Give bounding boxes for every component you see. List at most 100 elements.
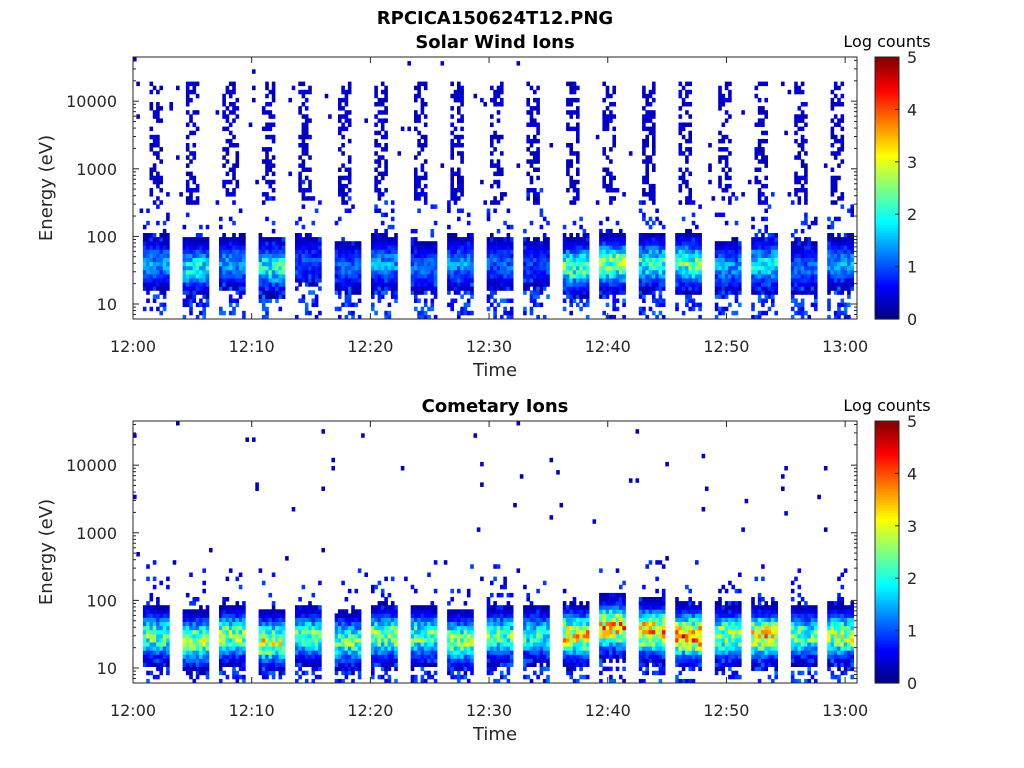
heatmap-cell	[658, 282, 663, 287]
heatmap-cell	[192, 269, 197, 275]
heatmap-cell	[417, 310, 421, 316]
heatmap-cell	[642, 306, 646, 312]
heatmap-cell	[271, 650, 276, 655]
heatmap-cell	[655, 286, 659, 291]
heatmap-cell	[156, 597, 160, 602]
heatmap-cell	[830, 118, 835, 123]
heatmap-cell	[189, 253, 193, 258]
heatmap-cell	[338, 118, 342, 123]
heatmap-cell	[827, 241, 831, 246]
heatmap-cell	[681, 269, 686, 275]
heatmap-cell	[311, 670, 316, 676]
heatmap-cell	[827, 306, 831, 312]
heatmap-cell	[804, 269, 808, 275]
heatmap-cell	[341, 302, 345, 308]
heatmap-cell	[529, 179, 534, 185]
heatmap-cell	[685, 147, 689, 152]
heatmap-cell	[638, 306, 643, 312]
heatmap-cell	[450, 196, 454, 201]
heatmap-cell	[278, 294, 283, 299]
heatmap-cell	[242, 642, 246, 647]
heatmap-cell	[351, 662, 355, 667]
heatmap-cell	[321, 547, 325, 553]
heatmap-cell	[685, 245, 689, 250]
heatmap-cell	[258, 265, 263, 271]
heatmap-cell	[235, 290, 240, 295]
heatmap-cell	[529, 118, 534, 123]
heatmap-cell	[724, 294, 729, 299]
heatmap-cell	[192, 638, 197, 643]
heatmap-cell	[304, 625, 309, 631]
heatmap-cell	[235, 605, 240, 610]
heatmap-cell	[338, 106, 342, 111]
heatmap-cell	[189, 261, 193, 267]
heatmap-cell	[652, 89, 656, 95]
heatmap-cell	[205, 658, 210, 663]
heatmap-cell	[724, 257, 729, 263]
heatmap-cell	[569, 114, 573, 119]
heatmap-cell	[301, 192, 306, 197]
heatmap-cell	[182, 286, 187, 291]
heatmap-cell	[199, 274, 203, 279]
heatmap-cell	[493, 298, 497, 303]
heatmap-cell	[371, 642, 375, 647]
heatmap-cell	[460, 286, 464, 291]
heatmap-cell	[767, 237, 772, 242]
heatmap-cell	[209, 547, 213, 553]
heatmap-cell	[797, 257, 802, 263]
heatmap-cell	[542, 241, 547, 246]
heatmap-cell	[585, 298, 590, 303]
heatmap-cell	[490, 261, 494, 267]
heatmap-cell	[417, 93, 421, 99]
heatmap-cell	[688, 261, 692, 267]
heatmap-cell	[529, 188, 534, 193]
heatmap-cell	[410, 237, 415, 242]
heatmap-cell	[688, 253, 692, 258]
heatmap-cell	[152, 646, 157, 651]
heatmap-cell	[232, 134, 236, 140]
heatmap-cell	[447, 204, 451, 209]
heatmap-cell	[261, 658, 266, 663]
heatmap-cell	[357, 282, 362, 287]
heatmap-cell	[271, 605, 276, 610]
heatmap-cell	[252, 97, 256, 103]
heatmap-cell	[261, 265, 266, 271]
heatmap-cell	[156, 269, 160, 275]
heatmap-cell	[658, 253, 663, 258]
heatmap-cell	[298, 654, 302, 659]
heatmap-cell	[314, 249, 319, 254]
heatmap-cell	[152, 237, 157, 242]
heatmap-cell	[232, 274, 236, 279]
heatmap-cell	[219, 237, 223, 242]
heatmap-cell	[199, 642, 203, 647]
heatmap-cell	[185, 294, 190, 299]
heatmap-cell	[228, 642, 233, 647]
heatmap-cell	[539, 278, 544, 283]
heatmap-cell	[146, 237, 150, 242]
heatmap-cell	[423, 196, 428, 201]
heatmap-cell	[371, 633, 375, 639]
heatmap-cell	[192, 274, 197, 279]
heatmap-cell	[642, 241, 646, 246]
heatmap-cell	[721, 257, 726, 263]
heatmap-cell	[357, 621, 362, 627]
heatmap-cell	[225, 245, 230, 250]
heatmap-cell	[275, 666, 279, 672]
heatmap-cell	[506, 233, 511, 238]
heatmap-cell	[638, 310, 643, 316]
heatmap-cell	[754, 237, 759, 242]
heatmap-cell	[265, 155, 269, 160]
heatmap-cell	[205, 241, 210, 246]
heatmap-cell	[182, 265, 187, 271]
heatmap-cell	[804, 212, 808, 218]
heatmap-cell	[238, 584, 243, 590]
heatmap-cell	[222, 245, 226, 250]
heatmap-cell	[430, 302, 435, 308]
heatmap-cell	[602, 265, 606, 271]
heatmap-cell	[152, 642, 157, 647]
heatmap-cell	[579, 253, 583, 258]
heatmap-cell	[304, 175, 309, 181]
heatmap-cell	[675, 282, 679, 287]
heatmap-cell	[837, 216, 841, 222]
